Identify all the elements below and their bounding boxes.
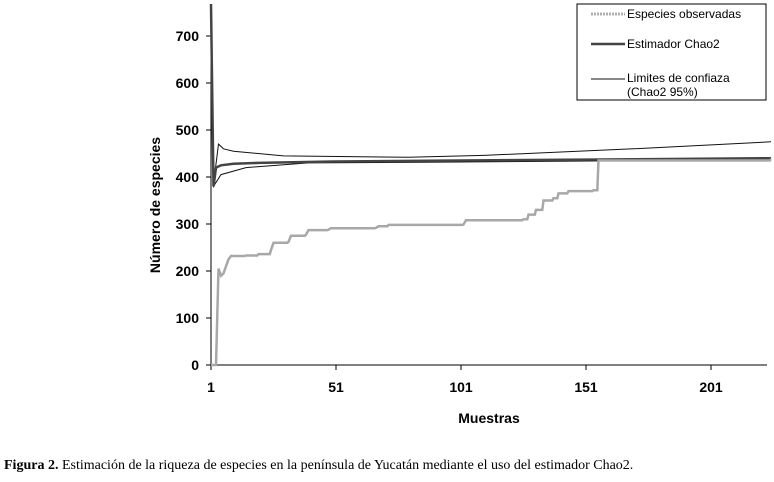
y-tick-label: 0 xyxy=(191,357,199,373)
y-tick-label: 100 xyxy=(176,310,200,326)
x-tick-label: 51 xyxy=(328,379,344,395)
legend-observed: Especies observadas xyxy=(627,7,741,21)
x-axis-label: Muestras xyxy=(458,410,520,426)
y-axis-label: Número de especies xyxy=(147,137,163,273)
y-tick-label: 300 xyxy=(176,216,200,232)
legend-chao2: Estimador Chao2 xyxy=(627,37,720,51)
legend-limits: Limites de confiaza xyxy=(627,71,730,85)
figure-caption: Figura 2. Estimación de la riqueza de es… xyxy=(4,458,633,474)
series-observed xyxy=(211,158,772,367)
caption-label: Figura 2. xyxy=(4,458,59,473)
x-tick-label: 1 xyxy=(207,379,215,395)
legend: Especies observadas Estimador Chao2 Limi… xyxy=(576,3,767,101)
series-upper-limit xyxy=(210,3,772,185)
y-tick-label: 400 xyxy=(176,169,200,185)
x-tick-label: 201 xyxy=(699,379,723,395)
y-tick-label: 600 xyxy=(176,75,200,91)
series-chao2 xyxy=(209,3,772,187)
y-tick-label: 500 xyxy=(176,122,200,138)
x-tick-label: 101 xyxy=(449,379,473,395)
x-tick-label: 151 xyxy=(574,379,598,395)
y-tick-label: 700 xyxy=(176,28,200,44)
y-tick-label: 200 xyxy=(176,263,200,279)
legend-limits-2: (Chao2 95%) xyxy=(627,85,698,99)
caption-text: Estimación de la riqueza de especies en … xyxy=(58,458,634,473)
